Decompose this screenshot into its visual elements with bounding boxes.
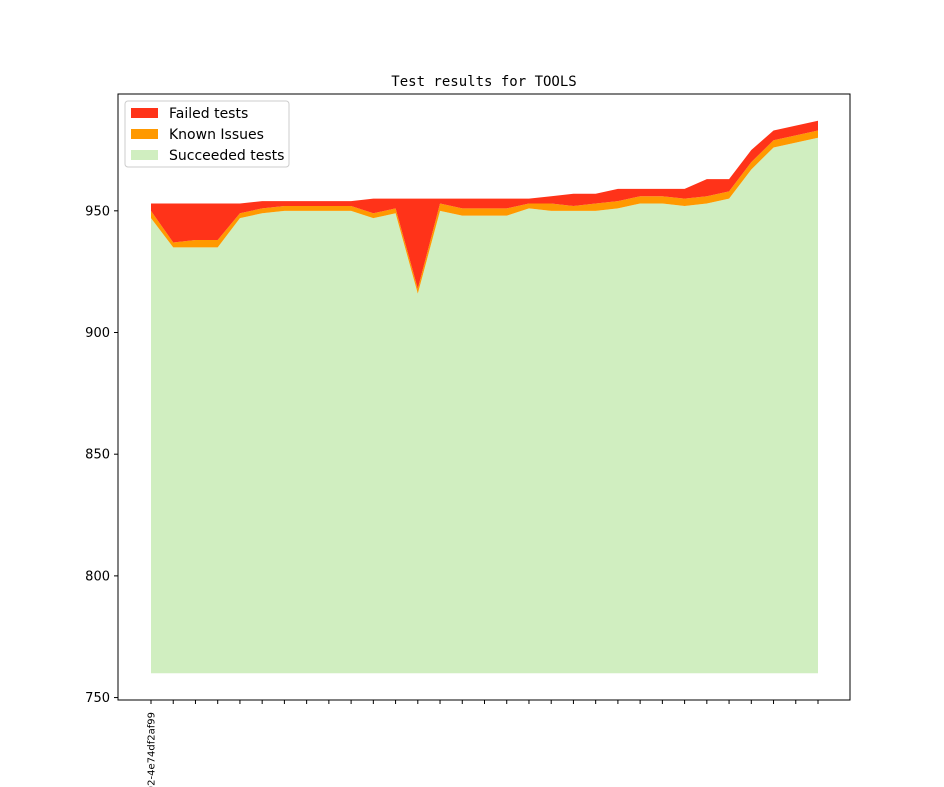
y-tick-label: 850 (85, 448, 110, 463)
x-axis: 92-4e74df2af99 (147, 700, 819, 787)
legend-swatch (131, 150, 158, 160)
y-axis: 750 800 850 900 950 (85, 204, 118, 706)
area-succeeded-tests (151, 137, 818, 674)
legend-box (124, 100, 290, 168)
x-tick-label: 92-4e74df2af99 (147, 712, 158, 787)
stacked-areas (151, 120, 818, 674)
y-tick-label: 900 (85, 326, 110, 341)
legend-swatch (131, 129, 158, 139)
y-tick-label: 950 (85, 204, 110, 219)
area-failed-tests (151, 120, 818, 289)
legend-label: Failed tests (169, 106, 248, 122)
y-tick-label: 750 (85, 691, 110, 706)
legend-label: Succeeded tests (169, 148, 284, 164)
y-tick-label: 800 (85, 569, 110, 584)
chart-title: Test results for TOOLS (391, 74, 576, 90)
legend: Failed tests Known Issues Succeeded tests (124, 100, 290, 168)
area-known-issues (151, 130, 818, 294)
legend-swatch (131, 108, 158, 118)
legend-label: Known Issues (169, 127, 264, 143)
